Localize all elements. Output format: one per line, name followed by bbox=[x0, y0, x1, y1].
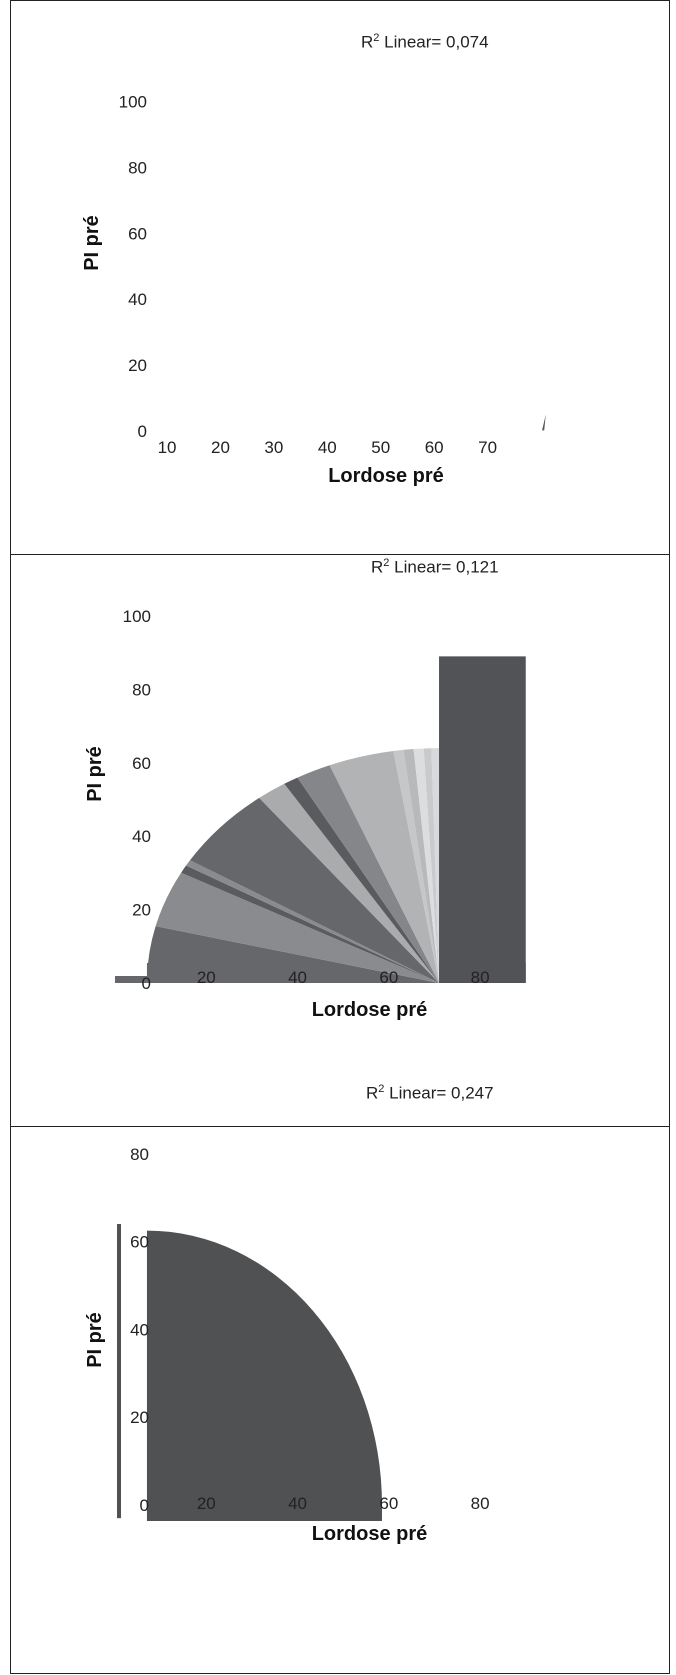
fan-wedge bbox=[181, 865, 440, 983]
r2-symbol: R bbox=[361, 32, 374, 52]
x-tick-label: 40 bbox=[288, 968, 307, 987]
x-axis-title: Lordose pré bbox=[328, 465, 444, 487]
x-tick-label: 70 bbox=[478, 438, 497, 457]
chart-panel-1: R2 Linear= 0,074 0 20 40 60 80 100 10 20 30 40 50 6… bbox=[10, 0, 670, 555]
chart-area: 0 20 40 60 80 100 10 20 30 40 50 60 70 Lordose pré PI … bbox=[81, 92, 546, 487]
x-tick-label: 50 bbox=[371, 438, 390, 457]
fan-wedge bbox=[189, 797, 440, 983]
fan-wedge bbox=[393, 749, 440, 983]
r-squared-label: R2 Linear= 0,121 bbox=[371, 557, 499, 578]
y-tick-label: 0 bbox=[140, 1496, 149, 1515]
chart-area: 0 20 40 60 80 20 40 60 80 Lordose pré PI pré bbox=[84, 1145, 490, 1545]
y-tick-label: 80 bbox=[130, 1145, 149, 1164]
x-tick-label: 30 bbox=[264, 438, 283, 457]
x-tick-label: 40 bbox=[288, 1494, 307, 1513]
data-wedge bbox=[542, 414, 546, 431]
x-tick-label: 10 bbox=[158, 438, 177, 457]
fan-wedge bbox=[259, 783, 440, 983]
y-tick-label: 20 bbox=[132, 901, 151, 920]
r-squared-label: R2 Linear= 0,247 bbox=[366, 1083, 494, 1104]
r2-symbol: R bbox=[366, 1083, 379, 1103]
x-tick-label: 20 bbox=[211, 438, 230, 457]
y-tick-label: 60 bbox=[132, 754, 151, 773]
y-tick-label: 40 bbox=[132, 827, 151, 846]
r2-exponent: 2 bbox=[383, 557, 390, 569]
fan-base-right bbox=[518, 963, 526, 983]
fan-wedge bbox=[155, 872, 440, 983]
fan-wedge bbox=[146, 926, 440, 983]
y-tick-label: 0 bbox=[138, 422, 147, 441]
right-block bbox=[439, 656, 526, 983]
chart-panel-2: R2 Linear= 0,121 0 20 40 60 80 100 20 40 60 80 Lor… bbox=[10, 554, 670, 1127]
y-tick-label: 40 bbox=[130, 1320, 149, 1339]
x-tick-label: 20 bbox=[197, 968, 216, 987]
fan-wedge bbox=[297, 765, 440, 983]
x-tick-label: 20 bbox=[197, 1494, 216, 1513]
fan-wedge bbox=[431, 748, 440, 983]
y-tick-label: 100 bbox=[123, 607, 151, 626]
fan-wedge bbox=[329, 751, 440, 983]
r2-exponent: 2 bbox=[378, 1083, 385, 1095]
fan-wedge bbox=[423, 748, 440, 983]
y-tick-label: 80 bbox=[132, 680, 151, 699]
r2-exponent: 2 bbox=[373, 32, 380, 44]
r2-value: Linear= 0,121 bbox=[389, 557, 499, 577]
r2-value: Linear= 0,247 bbox=[384, 1083, 494, 1103]
y-axis-title: PI pré bbox=[84, 746, 106, 802]
x-tick-label: 80 bbox=[471, 1494, 490, 1513]
fan-base-left bbox=[146, 963, 201, 983]
x-tick-label: 60 bbox=[425, 438, 444, 457]
x-tick-label: 40 bbox=[318, 438, 337, 457]
y-tick-label: 20 bbox=[128, 356, 147, 375]
fan-wedge bbox=[413, 748, 440, 983]
y-tick-label: 80 bbox=[128, 158, 147, 177]
r2-value: Linear= 0,074 bbox=[379, 32, 489, 52]
fan-group bbox=[146, 748, 440, 983]
y-tick-label: 60 bbox=[128, 224, 147, 243]
r-squared-label: R2 Linear= 0,074 bbox=[361, 32, 489, 53]
fan-wedge bbox=[284, 777, 440, 983]
x-axis-title: Lordose pré bbox=[312, 1523, 428, 1545]
y-tick-label: 20 bbox=[130, 1408, 149, 1427]
y-tick-label: 100 bbox=[119, 92, 147, 111]
chart-area: 0 20 40 60 80 100 20 40 60 80 Lordose pré PI pré bbox=[84, 607, 526, 1021]
y-tick-label: 60 bbox=[130, 1233, 149, 1252]
fan-wedge bbox=[403, 749, 440, 983]
y-axis-title: PI pré bbox=[84, 1312, 106, 1368]
r2-symbol: R bbox=[371, 557, 384, 577]
x-tick-label: 60 bbox=[379, 968, 398, 987]
quarter-disc bbox=[146, 1230, 382, 1521]
x-axis-title: Lordose pré bbox=[312, 999, 428, 1021]
bottom-strip bbox=[115, 976, 147, 983]
y-axis-bar bbox=[117, 1224, 121, 1519]
y-axis-title: PI pré bbox=[81, 215, 103, 271]
chart-panel-3: R2 Linear= 0,247 0 20 40 60 80 20 40 60 80 Lordos… bbox=[10, 1083, 670, 1674]
x-tick-label: 60 bbox=[379, 1494, 398, 1513]
y-tick-label: 0 bbox=[142, 974, 151, 993]
fan-wedge bbox=[186, 860, 440, 983]
x-tick-label: 80 bbox=[471, 968, 490, 987]
y-tick-label: 40 bbox=[128, 290, 147, 309]
